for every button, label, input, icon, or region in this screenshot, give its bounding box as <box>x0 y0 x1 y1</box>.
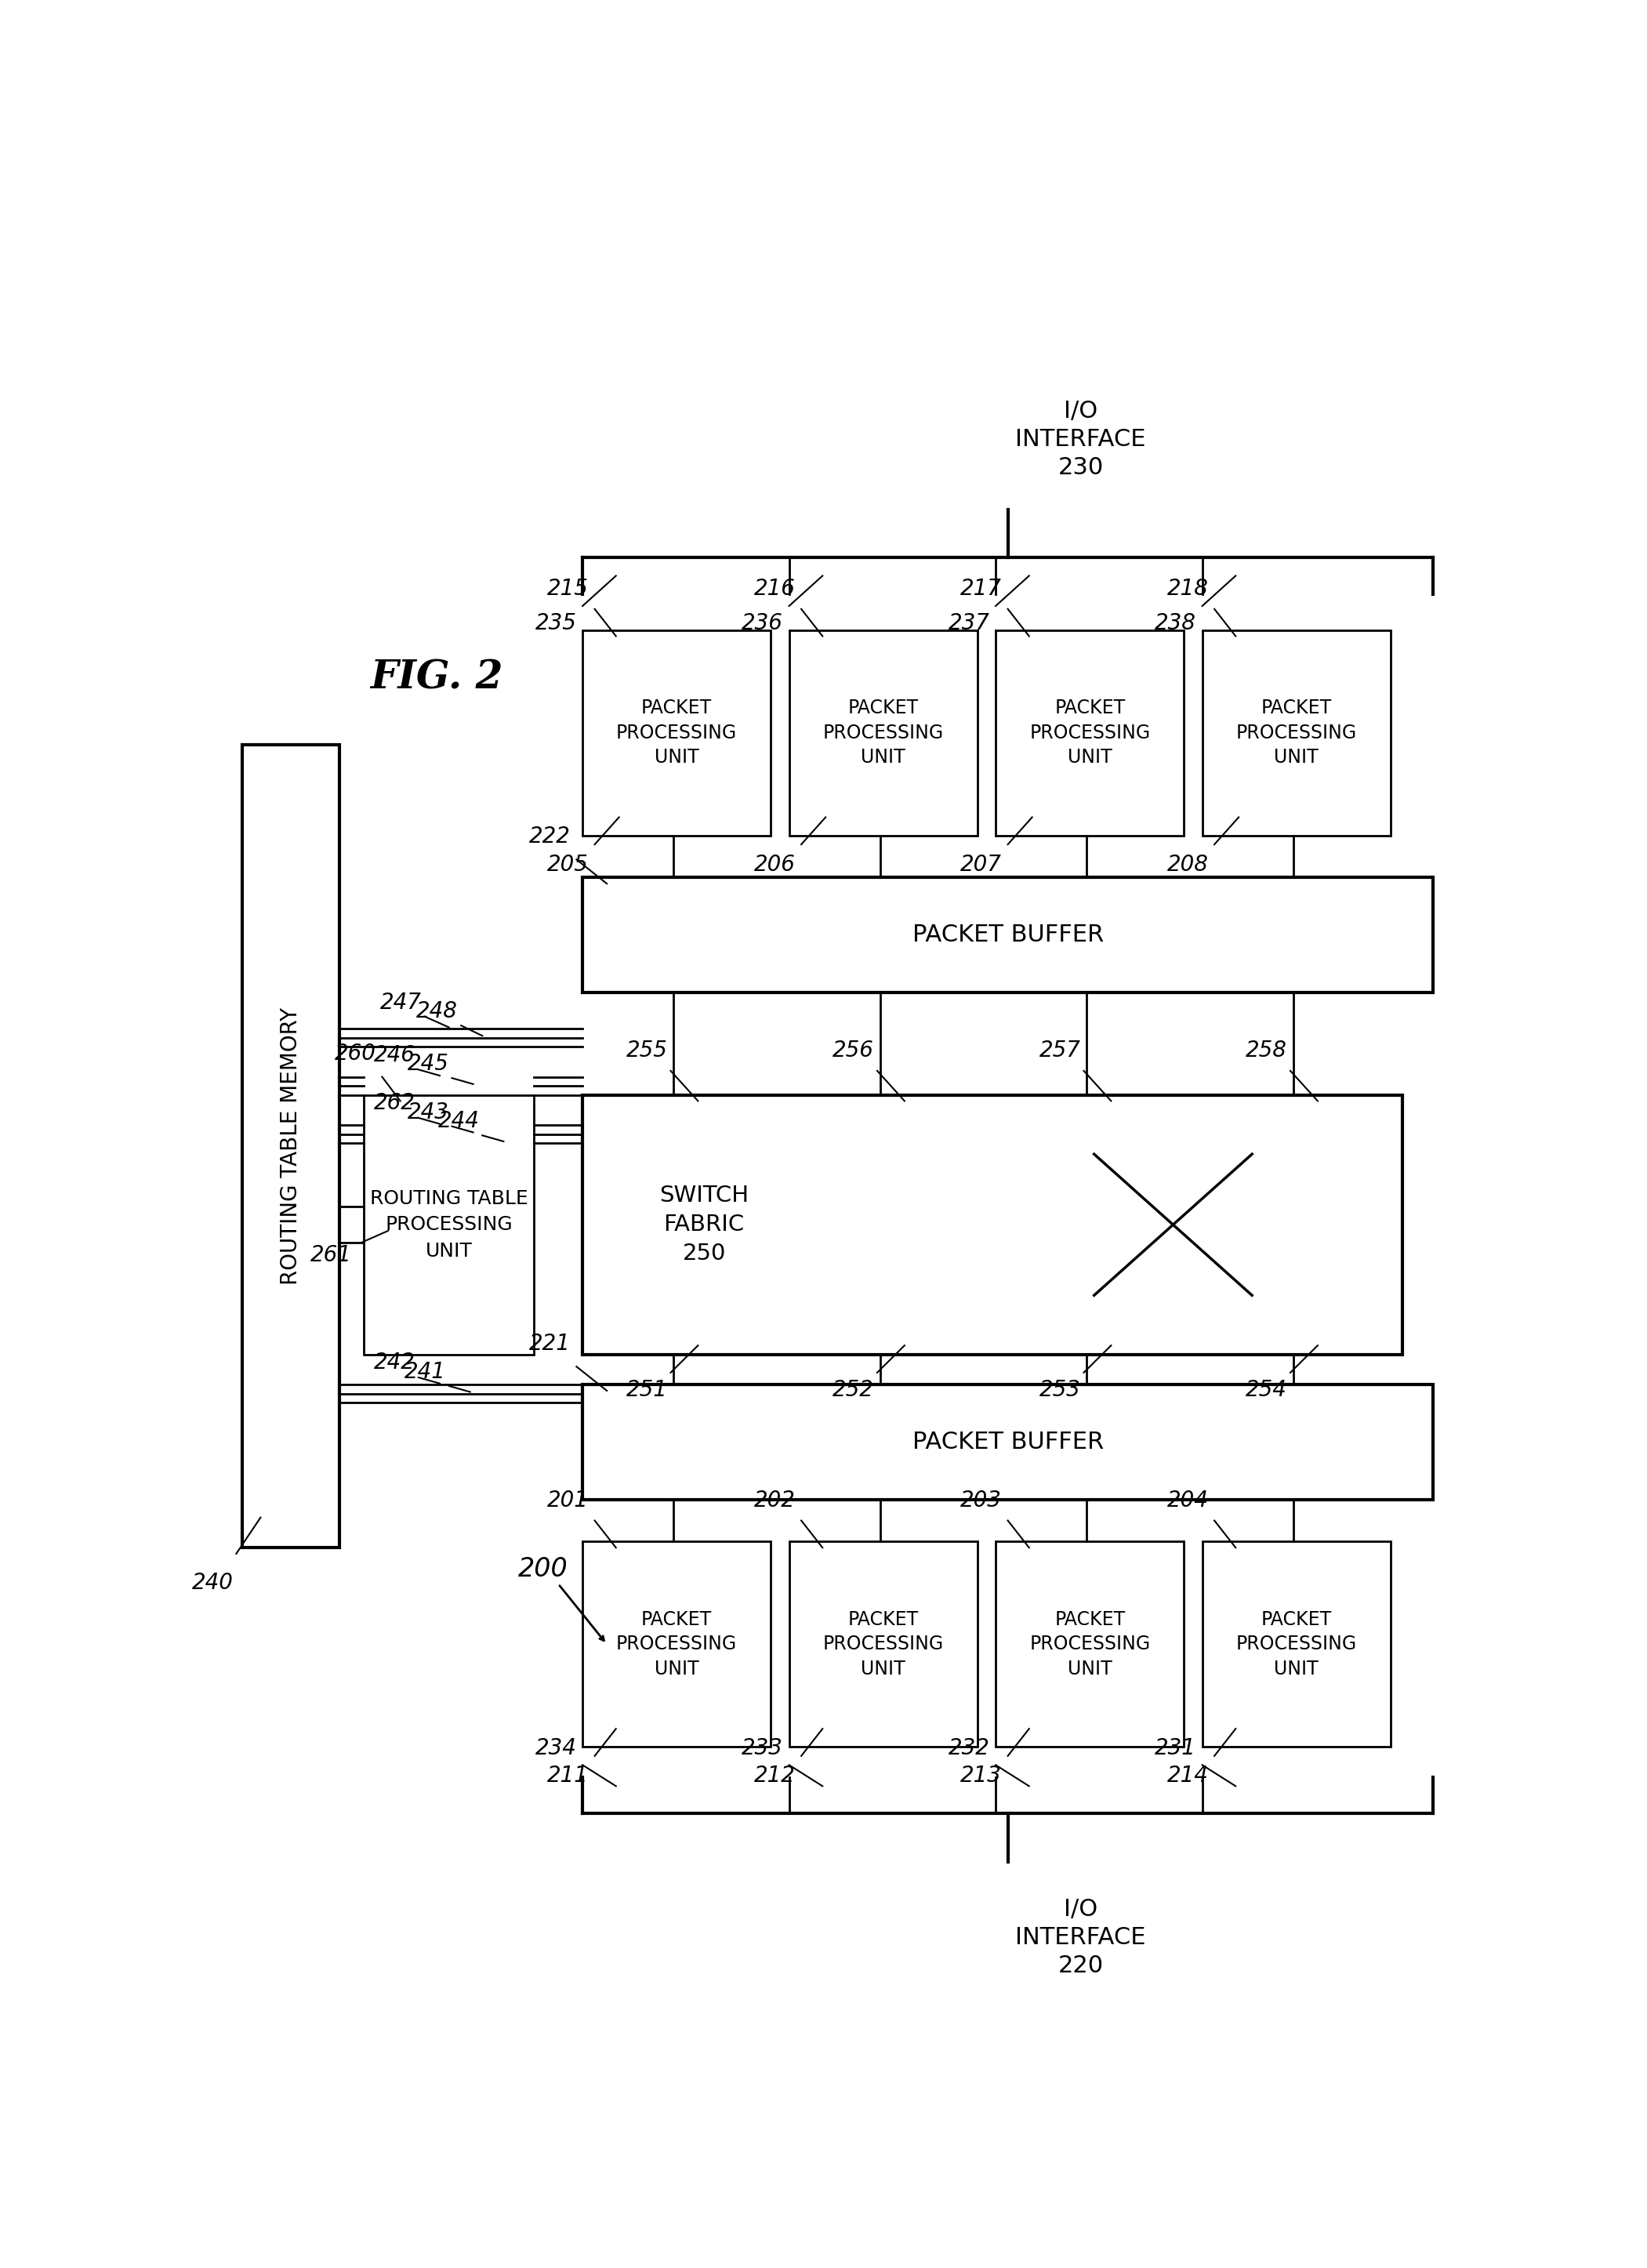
Text: 202: 202 <box>754 1490 796 1510</box>
Text: 247: 247 <box>380 991 422 1014</box>
Bar <box>583 878 1433 993</box>
Text: 217: 217 <box>960 578 1001 601</box>
Text: 212: 212 <box>754 1765 796 1787</box>
Text: 258: 258 <box>1245 1039 1288 1061</box>
Text: 203: 203 <box>960 1490 1001 1510</box>
Text: 201: 201 <box>547 1490 588 1510</box>
Bar <box>242 744 339 1547</box>
Text: PACKET
PROCESSING
UNIT: PACKET PROCESSING UNIT <box>824 699 944 767</box>
Text: 236: 236 <box>741 612 782 635</box>
Text: I/O
INTERFACE
230: I/O INTERFACE 230 <box>1016 399 1146 479</box>
Text: 251: 251 <box>626 1379 667 1402</box>
Text: 241: 241 <box>405 1361 446 1383</box>
Bar <box>583 1386 1433 1499</box>
Text: 231: 231 <box>1155 1737 1196 1760</box>
Text: 237: 237 <box>949 612 990 635</box>
Text: 206: 206 <box>754 853 796 875</box>
Text: ROUTING TABLE
PROCESSING
UNIT: ROUTING TABLE PROCESSING UNIT <box>371 1188 529 1261</box>
Bar <box>789 631 977 835</box>
Text: 244: 244 <box>438 1111 479 1132</box>
Text: FIG. 2: FIG. 2 <box>371 660 502 699</box>
Bar <box>1202 631 1390 835</box>
Text: PACKET
PROCESSING
UNIT: PACKET PROCESSING UNIT <box>1235 699 1357 767</box>
Text: 242: 242 <box>374 1352 415 1374</box>
Bar <box>583 631 771 835</box>
Text: 246: 246 <box>374 1043 415 1066</box>
Text: 233: 233 <box>741 1737 782 1760</box>
Text: 216: 216 <box>754 578 796 601</box>
Text: 218: 218 <box>1166 578 1209 601</box>
Text: 204: 204 <box>1166 1490 1209 1510</box>
Text: 221: 221 <box>529 1334 570 1354</box>
Bar <box>583 1095 1403 1354</box>
Text: 208: 208 <box>1166 853 1209 875</box>
Text: SWITCH
FABRIC
250: SWITCH FABRIC 250 <box>659 1184 749 1266</box>
Bar <box>789 1542 977 1746</box>
Text: PACKET
PROCESSING
UNIT: PACKET PROCESSING UNIT <box>616 699 738 767</box>
Text: 248: 248 <box>417 1000 458 1023</box>
Text: PACKET BUFFER: PACKET BUFFER <box>912 1431 1103 1454</box>
Text: PACKET
PROCESSING
UNIT: PACKET PROCESSING UNIT <box>1029 1610 1150 1678</box>
Bar <box>364 1095 534 1354</box>
Text: 232: 232 <box>949 1737 990 1760</box>
Text: 234: 234 <box>535 1737 576 1760</box>
Text: 256: 256 <box>833 1039 875 1061</box>
Text: 238: 238 <box>1155 612 1196 635</box>
Text: 200: 200 <box>519 1556 568 1581</box>
Text: 214: 214 <box>1166 1765 1209 1787</box>
Text: 243: 243 <box>407 1102 450 1123</box>
Text: 222: 222 <box>529 826 570 848</box>
Text: 253: 253 <box>1039 1379 1080 1402</box>
Bar <box>996 631 1184 835</box>
Text: 255: 255 <box>626 1039 667 1061</box>
Bar <box>996 1542 1184 1746</box>
Text: PACKET
PROCESSING
UNIT: PACKET PROCESSING UNIT <box>824 1610 944 1678</box>
Text: PACKET BUFFER: PACKET BUFFER <box>912 923 1103 946</box>
Text: 260: 260 <box>334 1043 376 1064</box>
Bar <box>1202 1542 1390 1746</box>
Text: 240: 240 <box>191 1572 234 1594</box>
Bar <box>583 1542 771 1746</box>
Text: I/O
INTERFACE
220: I/O INTERFACE 220 <box>1016 1898 1146 1978</box>
Text: PACKET
PROCESSING
UNIT: PACKET PROCESSING UNIT <box>616 1610 738 1678</box>
Text: 205: 205 <box>547 853 588 875</box>
Text: 245: 245 <box>407 1052 450 1075</box>
Text: 262: 262 <box>374 1093 415 1114</box>
Text: 215: 215 <box>547 578 588 601</box>
Text: 213: 213 <box>960 1765 1001 1787</box>
Text: PACKET
PROCESSING
UNIT: PACKET PROCESSING UNIT <box>1029 699 1150 767</box>
Text: 252: 252 <box>833 1379 875 1402</box>
Text: 257: 257 <box>1039 1039 1080 1061</box>
Text: ROUTING TABLE MEMORY: ROUTING TABLE MEMORY <box>280 1007 301 1286</box>
Text: 261: 261 <box>310 1243 352 1266</box>
Text: 207: 207 <box>960 853 1001 875</box>
Text: 211: 211 <box>547 1765 588 1787</box>
Text: 254: 254 <box>1245 1379 1288 1402</box>
Text: PACKET
PROCESSING
UNIT: PACKET PROCESSING UNIT <box>1235 1610 1357 1678</box>
Text: 235: 235 <box>535 612 576 635</box>
